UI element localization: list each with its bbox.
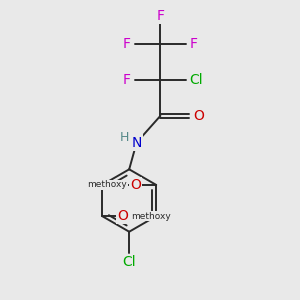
Text: Cl: Cl (122, 255, 136, 269)
Text: O: O (118, 209, 128, 223)
Text: N: N (131, 136, 142, 150)
Text: Cl: Cl (189, 73, 203, 87)
Text: H: H (119, 131, 129, 144)
Text: methoxy: methoxy (88, 180, 128, 189)
Text: F: F (190, 38, 198, 52)
Text: F: F (123, 73, 131, 87)
Text: O: O (194, 109, 205, 123)
Text: O: O (130, 178, 141, 192)
Text: F: F (156, 9, 164, 23)
Text: F: F (123, 38, 131, 52)
Text: methoxy: methoxy (131, 212, 171, 220)
